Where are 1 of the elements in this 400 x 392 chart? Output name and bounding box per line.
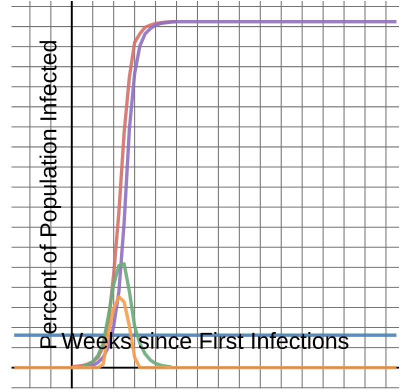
y-axis-title: Percent of Population Infected bbox=[40, 41, 62, 348]
